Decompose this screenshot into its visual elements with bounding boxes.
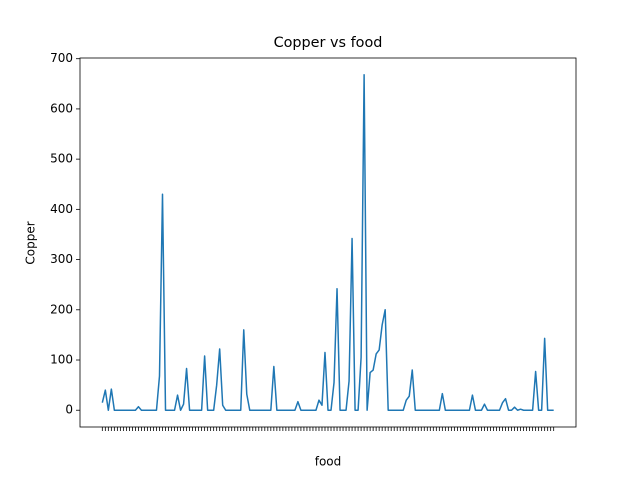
y-tick-label: 0 — [65, 403, 73, 417]
data-line — [101, 74, 554, 411]
x-axis-label: food — [315, 455, 342, 469]
y-tick-label: 300 — [50, 252, 73, 266]
y-tick-label: 500 — [50, 152, 73, 166]
chart-title: Copper vs food — [274, 35, 383, 51]
y-tick-label: 600 — [50, 101, 73, 115]
y-tick-label: 700 — [50, 51, 73, 65]
y-tick-label: 200 — [50, 302, 73, 316]
y-tick-label: 400 — [50, 202, 73, 216]
plot-frame — [79, 57, 577, 428]
y-axis-label: Copper — [24, 221, 38, 264]
y-tick-label: 100 — [50, 353, 73, 367]
